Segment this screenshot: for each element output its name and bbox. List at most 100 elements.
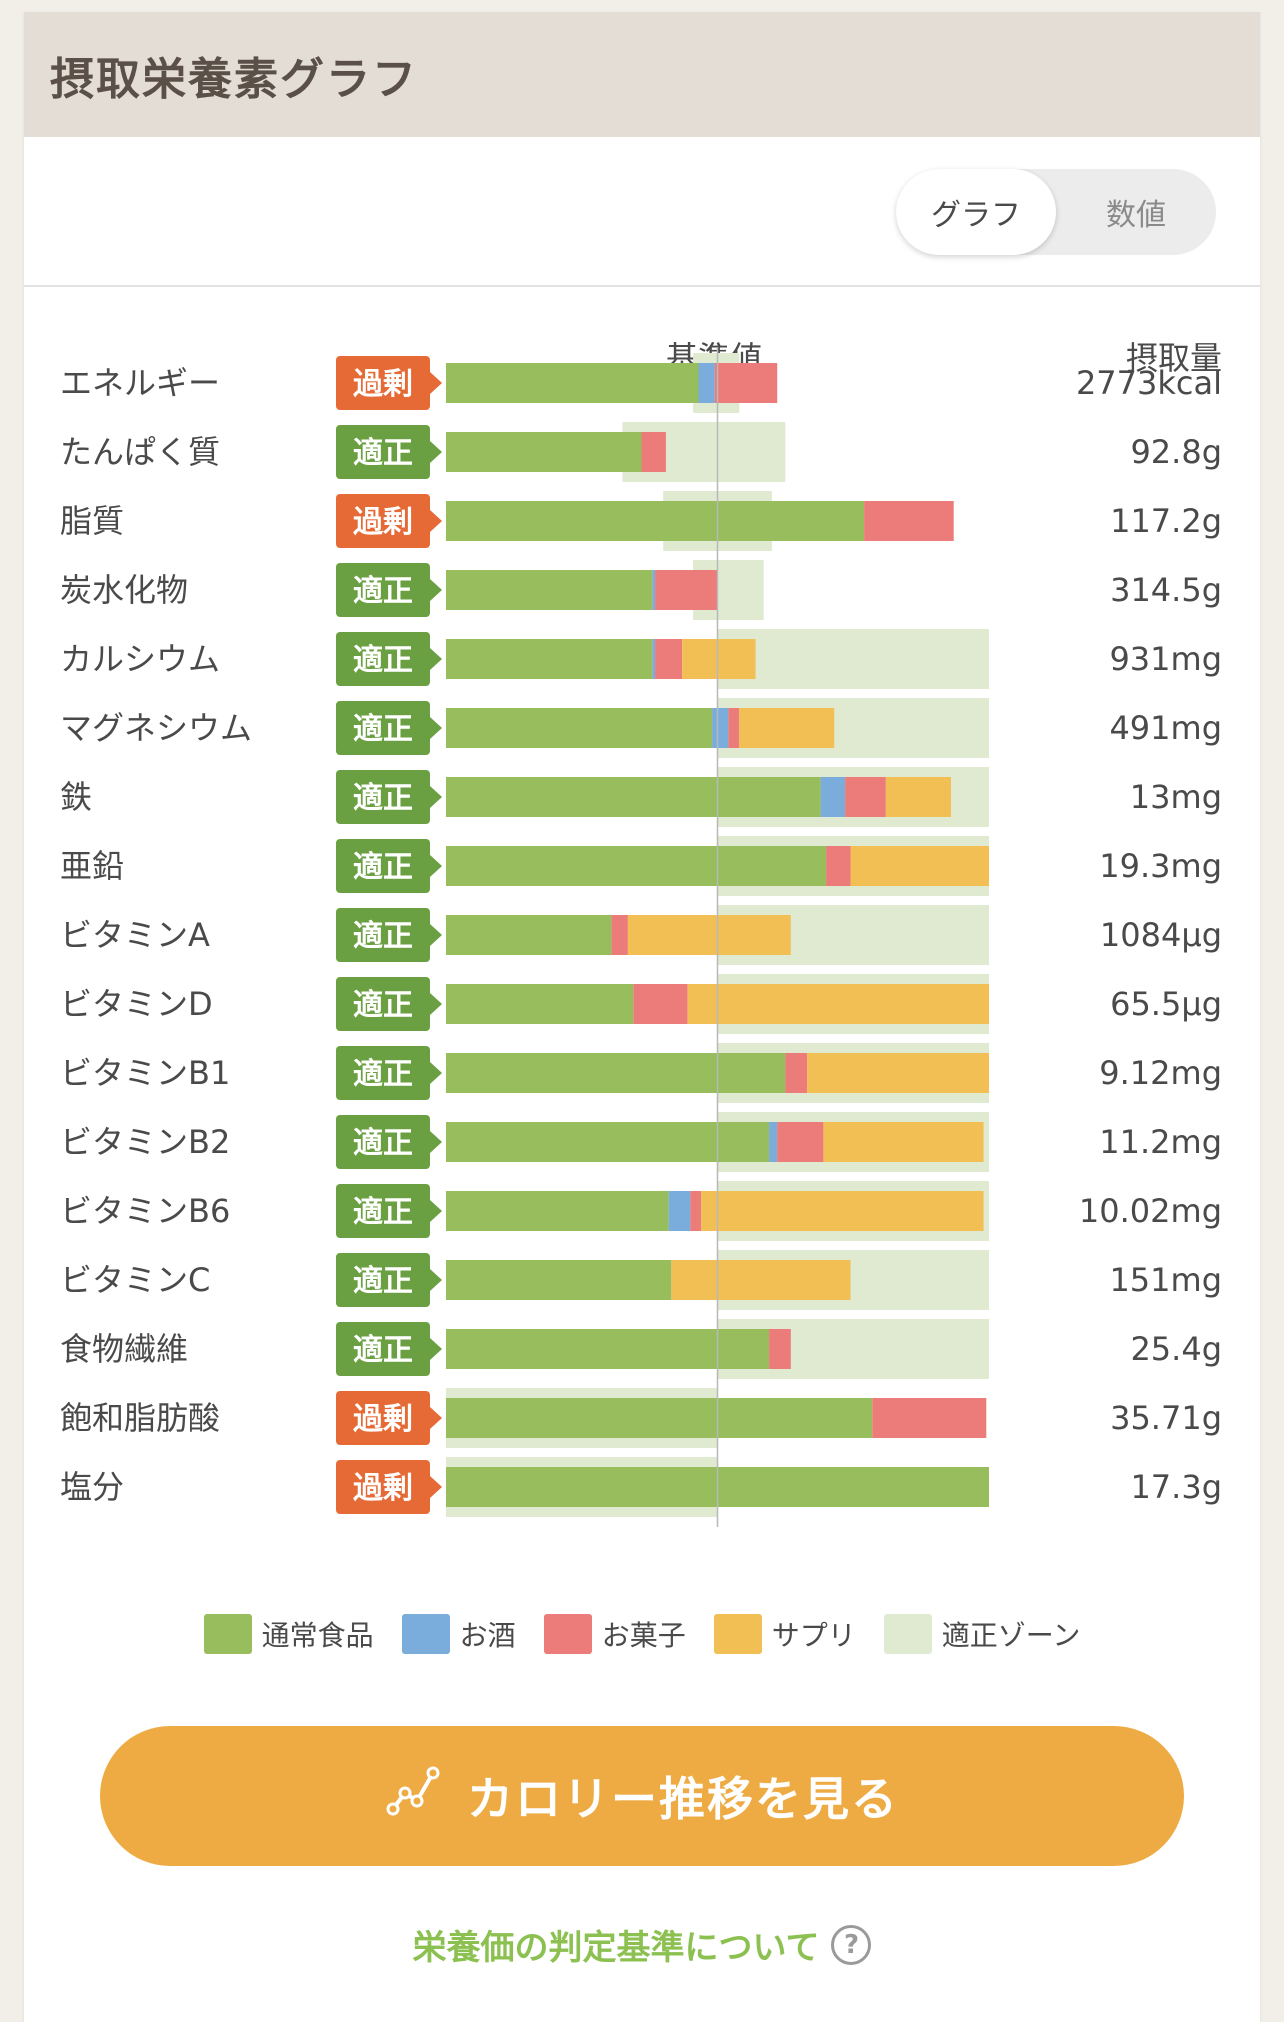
status-badge xyxy=(336,701,430,755)
legend-item-alcohol: お酒 xyxy=(401,1614,516,1654)
page-title: 摂取栄養素グラフ xyxy=(50,53,418,105)
status-badge xyxy=(336,770,430,824)
bar-segment-snack xyxy=(690,1191,702,1231)
intake-value: 19.3mg xyxy=(1099,847,1222,885)
bar-segment-normal xyxy=(446,777,821,817)
status-badge-arrow xyxy=(430,372,442,394)
nutrient-name: 塩分 xyxy=(60,1468,124,1506)
status-badge-arrow xyxy=(430,1476,442,1498)
intake-value: 11.2mg xyxy=(1099,1123,1222,1161)
legend-item-snack: お菓子 xyxy=(543,1614,686,1654)
bar-segment-alcohol xyxy=(769,1122,778,1162)
bar-segment-supplement xyxy=(823,1122,984,1162)
intake-value: 35.71g xyxy=(1110,1399,1222,1437)
status-badge-arrow xyxy=(430,717,442,739)
bar-segment-snack xyxy=(633,984,688,1024)
toggle-number-option[interactable]: 数値 xyxy=(1106,198,1166,233)
legend-item-supplement: サプリ xyxy=(713,1614,856,1654)
intake-value: 10.02mg xyxy=(1079,1192,1222,1230)
bar-segment-normal xyxy=(446,1122,770,1162)
bar-segment-supplement xyxy=(671,1260,851,1300)
nutrient-row: ビタミンC 適正 151mg xyxy=(60,1250,1222,1310)
status-badge xyxy=(336,839,430,893)
nutrient-name: ビタミンB1 xyxy=(60,1054,230,1092)
status-badge-arrow xyxy=(430,1131,442,1153)
legend-label: サプリ xyxy=(771,1619,856,1652)
status-badge-arrow xyxy=(430,579,442,601)
nutrient-graph-card: 摂取栄養素グラフ グラフ 数値 基準値 摂取量 エネルギー過剰2773kcalた… xyxy=(24,12,1260,2022)
nutrient-row: 脂質 過剰 117.2g xyxy=(60,491,1222,551)
toggle-graph-option[interactable]: グラフ xyxy=(896,169,1056,255)
status-badge xyxy=(336,1046,430,1100)
status-badge-label: 適正 xyxy=(353,574,413,609)
status-badge-label: 適正 xyxy=(353,850,413,885)
status-badge xyxy=(336,563,430,617)
legend-label: 適正ゾーン xyxy=(941,1619,1081,1652)
bar-segment-snack xyxy=(728,708,740,748)
bar-segment-normal xyxy=(446,846,827,886)
status-badge-label: 適正 xyxy=(353,988,413,1023)
intake-value: 117.2g xyxy=(1110,502,1222,540)
status-badge-arrow xyxy=(430,1200,442,1222)
status-badge xyxy=(336,908,430,962)
intake-value: 491mg xyxy=(1109,709,1222,747)
status-badge-label: 適正 xyxy=(353,919,413,954)
status-badge-arrow xyxy=(430,1407,442,1429)
legend-swatch xyxy=(203,1614,252,1654)
legend-item-normal: 通常食品 xyxy=(203,1614,374,1654)
question-icon: ? xyxy=(831,1924,872,1965)
nutrient-name: ビタミンA xyxy=(60,916,210,954)
nutrient-name: ビタミンB6 xyxy=(60,1192,230,1230)
bar-segment-snack xyxy=(872,1398,987,1438)
status-badge-label: 適正 xyxy=(353,643,413,678)
criteria-help-link[interactable]: 栄養価の判定基準について ? xyxy=(24,1920,1260,1969)
bar-segment-snack xyxy=(655,639,683,679)
bar-segment-snack xyxy=(611,915,628,955)
bar-segment-normal xyxy=(446,501,865,541)
nutrient-name: ビタミンC xyxy=(60,1261,210,1299)
nutrient-name: 食物繊維 xyxy=(60,1330,188,1368)
legend-label: お菓子 xyxy=(601,1619,686,1652)
bar-segment-normal xyxy=(446,1398,873,1438)
legend-swatch xyxy=(883,1614,932,1654)
criteria-help-label: 栄養価の判定基準について xyxy=(412,1928,820,1968)
nutrient-row: 飽和脂肪酸 過剰 35.71g xyxy=(60,1388,1222,1448)
nutrient-row: ビタミンB6 適正 10.02mg xyxy=(60,1181,1222,1241)
intake-value: 931mg xyxy=(1109,640,1222,678)
status-badge-label: 適正 xyxy=(353,1264,413,1299)
status-badge-arrow xyxy=(430,441,442,463)
bar-segment-snack xyxy=(655,570,718,610)
bar-segment-normal xyxy=(446,570,653,610)
bar-segment-snack xyxy=(845,777,886,817)
bar-segment-alcohol xyxy=(668,1191,691,1231)
intake-column-header: 摂取量 xyxy=(1125,339,1222,377)
view-toggle-row: グラフ 数値 xyxy=(24,137,1260,287)
bar-segment-normal xyxy=(446,984,634,1024)
bar-segment-normal xyxy=(446,708,713,748)
status-badge-arrow xyxy=(430,1338,442,1360)
nutrient-name: マグネシウム xyxy=(60,709,252,747)
appropriate-zone xyxy=(717,629,989,689)
bar-segment-normal xyxy=(446,1260,672,1300)
status-badge-label: 適正 xyxy=(353,1057,413,1092)
bar-segment-snack xyxy=(777,1122,824,1162)
status-badge-label: 適正 xyxy=(353,781,413,816)
status-badge xyxy=(336,425,430,479)
status-badge-arrow xyxy=(430,648,442,670)
nutrient-row: 炭水化物 適正 314.5g xyxy=(60,560,1222,620)
bar-segment-alcohol xyxy=(698,363,715,403)
status-badge xyxy=(336,356,430,410)
status-badge xyxy=(336,977,430,1031)
nutrient-name: エネルギー xyxy=(60,364,220,402)
bar-segment-alcohol xyxy=(820,777,846,817)
legend-item-zone: 適正ゾーン xyxy=(883,1614,1081,1654)
status-badge-arrow xyxy=(430,786,442,808)
bar-segment-alcohol xyxy=(652,639,656,679)
bar-segment-alcohol xyxy=(652,570,656,610)
view-toggle[interactable]: グラフ 数値 xyxy=(896,169,1216,255)
calorie-trend-button[interactable]: カロリー推移を見る xyxy=(100,1726,1184,1866)
nutrient-row: ビタミンD 適正 65.5µg xyxy=(60,974,1222,1034)
status-badge-label: 適正 xyxy=(353,712,413,747)
bar-segment-supplement xyxy=(850,846,989,886)
bar-segment-normal xyxy=(446,363,699,403)
